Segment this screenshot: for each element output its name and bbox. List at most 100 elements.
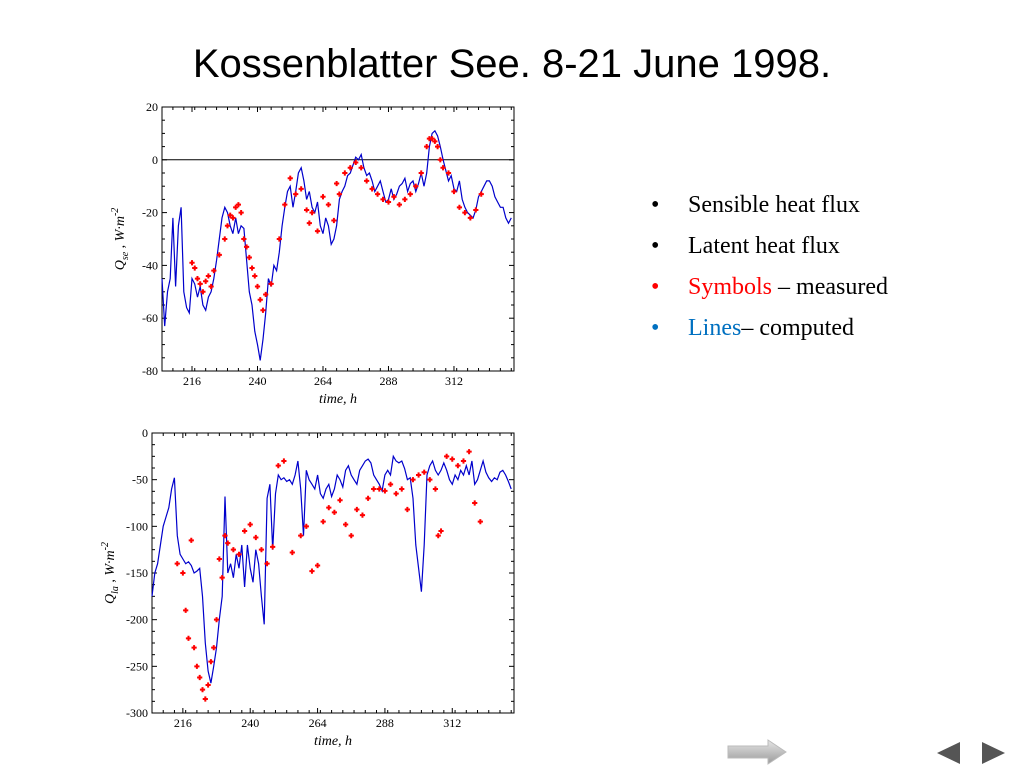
sensible-measured-point (451, 188, 457, 195)
sensible-measured-point (424, 144, 430, 150)
slide-title: Kossenblatter See. 8-21 June 1998. (192, 42, 832, 86)
latent-y-tick-label: -200 (126, 613, 148, 627)
latent-measured-point (191, 645, 197, 651)
bullet-dot: • (651, 315, 660, 341)
latent-measured-point (435, 533, 441, 539)
sensible-x-axis-label: time, h (319, 392, 357, 407)
sensible-measured-point (462, 210, 468, 216)
latent-measured-point (236, 551, 242, 557)
latent-measured-point (199, 687, 206, 693)
sensible-measured-point (314, 228, 321, 234)
latent-measured-point (258, 547, 265, 553)
sensible-measured-point (276, 236, 282, 242)
sensible-x-tick-label: 288 (379, 374, 397, 388)
latent-measured-point (270, 544, 276, 550)
bullet-dot: • (651, 274, 660, 300)
sensible-measured-point (325, 202, 332, 208)
latent-measured-point (320, 519, 326, 525)
latent-measured-point (202, 696, 208, 702)
latent-measured-point (432, 486, 439, 492)
latent-measured-point (253, 534, 259, 541)
latent-measured-point (382, 488, 388, 494)
sensible-measured-point (418, 170, 424, 176)
sensible-measured-point (238, 210, 244, 216)
sensible-measured-point (233, 204, 239, 210)
sensible-measured-point (257, 297, 263, 303)
latent-measured-point (348, 533, 354, 539)
latent-measured-point (438, 528, 444, 534)
latent-measured-point (331, 509, 338, 515)
latent-measured-point (376, 486, 382, 492)
latent-measured-point (216, 556, 222, 562)
sensible-measured-point (380, 196, 386, 202)
latent-y-tick-label: -250 (126, 659, 148, 673)
forward-arrow-icon[interactable] (726, 738, 788, 766)
latent-measured-point (281, 458, 287, 464)
bullet-label-symbols: Symbols (688, 274, 773, 300)
sensible-measured-point (336, 191, 342, 197)
sensible-measured-point (197, 281, 203, 287)
sensible-measured-point (306, 220, 312, 226)
previous-triangle-icon[interactable] (934, 740, 962, 766)
bullet-dot: • (651, 192, 660, 218)
latent-measured-point (421, 469, 427, 475)
latent-measured-point (185, 635, 192, 641)
latent-measured-point (449, 456, 455, 462)
sensible-measured-point (407, 191, 413, 197)
sensible-measured-point (189, 260, 195, 266)
latent-measured-point (303, 523, 309, 529)
latent-measured-point (298, 533, 304, 539)
latent-measured-point (197, 674, 203, 681)
sensible-measured-point (243, 244, 250, 250)
sensible-measured-point (249, 265, 255, 271)
sensible-measured-point (385, 199, 392, 205)
sensible-measured-point (200, 289, 206, 295)
sensible-measured-point (192, 265, 198, 271)
sensible-measured-point (222, 236, 228, 242)
bullet-suffix-measured: – measured (772, 274, 888, 300)
next-triangle-icon[interactable] (980, 740, 1008, 766)
latent-measured-point (359, 512, 366, 518)
sensible-measured-point (252, 273, 258, 279)
sensible-measured-point (402, 196, 408, 202)
latent-measured-point (460, 458, 467, 464)
bullet-label: Latent heat flux (688, 233, 840, 259)
sensible-measured-point (396, 202, 402, 208)
sensible-y-tick-label: -80 (142, 364, 158, 378)
sensible-measured-point (211, 268, 217, 274)
sensible-measured-point (287, 175, 293, 181)
latent-y-tick-label: -300 (126, 706, 148, 720)
latent-y-axis-label: Qla , W·m-2 (100, 542, 121, 604)
sensible-measured-point (298, 186, 304, 192)
bullet-symbols-measured: • Symbols – measured (648, 267, 888, 308)
sensible-measured-point (437, 157, 443, 163)
latent-measured-point (399, 486, 405, 492)
sensible-measured-point (331, 217, 337, 224)
latent-measured-point (205, 682, 211, 688)
latent-measured-point (264, 561, 270, 567)
sensible-y-label-units: , W·m (113, 216, 128, 252)
latent-measured-point (289, 549, 295, 556)
sensible-measured-point (309, 210, 315, 216)
latent-computed-line (151, 454, 512, 684)
sensible-measured-point (205, 273, 211, 279)
latent-measured-point (275, 463, 281, 469)
latent-measured-point (410, 477, 416, 483)
latent-x-tick-label: 216 (174, 716, 192, 730)
sensible-measured-point (374, 191, 381, 197)
sensible-measured-point (268, 281, 274, 287)
latent-x-tick-label: 288 (376, 716, 394, 730)
sensible-measured-point (194, 276, 201, 282)
latent-measured-point (309, 568, 315, 574)
latent-measured-point (371, 486, 377, 492)
sensible-measured-point (347, 165, 353, 171)
sensible-x-tick-label: 264 (314, 374, 332, 388)
sensible-measured-point (334, 180, 340, 187)
sensible-measured-point (353, 159, 359, 166)
sensible-y-label-sub: se (120, 251, 131, 260)
sensible-measured-point (320, 194, 326, 200)
sensible-measured-point (467, 215, 473, 221)
latent-measured-point (444, 453, 450, 459)
sensible-measured-point (227, 212, 233, 218)
latent-y-tick-label: 0 (142, 426, 148, 440)
